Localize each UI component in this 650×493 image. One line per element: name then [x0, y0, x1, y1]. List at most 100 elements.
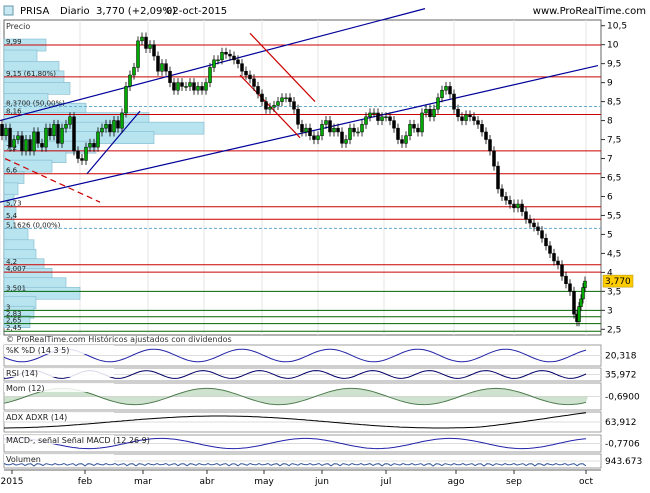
candle-body: [360, 124, 364, 133]
trendline: [249, 32, 316, 103]
candle-body: [128, 74, 132, 87]
trendline: [86, 110, 141, 175]
candle-body: [420, 112, 424, 133]
price-level-label: 9,99: [6, 38, 22, 46]
x-axis-label: sep: [506, 477, 522, 487]
candle-body: [92, 143, 96, 148]
candle-body: [152, 44, 156, 57]
price-panel: [3, 19, 602, 336]
candle-body: [204, 82, 208, 91]
candle-body: [240, 63, 244, 72]
candle-body: [252, 78, 256, 87]
price-level-label: 5,4: [6, 212, 18, 220]
symbol-icon: [3, 5, 14, 16]
price-level-label: 6,6: [6, 167, 18, 175]
candle-body: [376, 112, 380, 121]
candle-body: [260, 93, 264, 102]
x-axis-label: jun: [314, 477, 329, 487]
x-axis-label: jul: [380, 477, 392, 487]
candle-body: [428, 108, 432, 118]
indicator-value: -0,6900: [605, 393, 640, 403]
candle-body: [280, 97, 284, 102]
candle-body: [480, 124, 484, 133]
candle-body: [256, 86, 260, 95]
candle-body: [552, 253, 556, 262]
candle-body: [388, 116, 392, 121]
candle-body: [44, 127, 48, 148]
candle-body: [404, 135, 408, 144]
candle-body: [468, 114, 472, 118]
price-axis-label: 6: [607, 192, 613, 202]
volume-profile-bar: [3, 315, 31, 329]
last-price-label: 3,770: [605, 277, 631, 287]
indicator-label-bg: [4, 383, 114, 392]
candle-body: [228, 53, 232, 57]
indicator-label-bg: [4, 435, 114, 444]
price-axis-label: 6,5: [607, 174, 621, 184]
price-level-label: 3,501: [6, 284, 26, 292]
header-period: Diario: [60, 6, 90, 17]
candle-body: [444, 86, 448, 91]
candle-body: [16, 135, 20, 140]
x-axis-label: feb: [78, 477, 93, 487]
trendline: [4, 157, 101, 203]
candle-body: [28, 139, 32, 152]
candle-body: [136, 40, 140, 68]
candle-body: [48, 127, 52, 137]
candle-body: [544, 237, 548, 247]
candle-body: [364, 116, 368, 125]
price-axis-label: 7,5: [607, 136, 621, 146]
candle-body: [196, 86, 200, 91]
candle-body: [244, 70, 248, 76]
x-axis-label: oct: [579, 477, 593, 487]
candle-body: [124, 86, 128, 114]
indicator-value: 35,972: [605, 371, 637, 381]
candle-body: [116, 120, 120, 129]
candle-body: [440, 89, 444, 99]
candle-body: [184, 86, 188, 88]
indicator-line: [3, 348, 587, 363]
volume-profile-bar: [3, 49, 38, 63]
candle-body: [292, 101, 296, 110]
price-axis-label: 8,5: [607, 98, 621, 108]
candle-body: [524, 211, 528, 220]
candle-body: [172, 82, 176, 91]
candle-body: [76, 150, 80, 159]
indicator-line: [3, 462, 587, 467]
price-axis-label: 10: [607, 41, 619, 51]
price-axis-label: 4,5: [607, 249, 621, 259]
indicator-value: 943.673: [605, 457, 642, 467]
candle-body: [64, 124, 68, 129]
candle-body: [516, 203, 520, 209]
candle-body: [224, 52, 228, 55]
indicator-value: -0,7706: [605, 440, 640, 450]
candle-body: [164, 63, 168, 72]
price-panel-footer: © ProRealTime.com Históricos ajustados c…: [6, 334, 232, 344]
candle-body: [100, 127, 104, 133]
indicator-label-bg: [4, 368, 114, 377]
price-axis-label: 3: [607, 306, 613, 316]
candle-body: [176, 82, 180, 91]
candle-body: [508, 200, 512, 205]
candle-body: [316, 135, 320, 140]
candle-body: [348, 127, 352, 140]
candle-body: [320, 124, 324, 137]
indicator-label: Mom (12): [6, 384, 45, 393]
candle-body: [460, 116, 464, 121]
candle-body: [304, 127, 308, 133]
candle-body: [356, 131, 360, 134]
candle-body: [156, 55, 160, 72]
indicator-label: RSI (14): [6, 369, 38, 378]
candle-body: [36, 131, 40, 144]
candle-body: [452, 93, 456, 110]
candle-body: [581, 287, 585, 300]
header-symbol: PRISA: [20, 6, 49, 17]
x-axis-label: ago: [448, 477, 465, 487]
candle-body: [560, 264, 564, 277]
candle-body: [72, 116, 76, 152]
candle-body: [504, 196, 508, 201]
candle-body: [12, 139, 16, 148]
indicator-label: ADX ADXR (14): [6, 413, 67, 422]
candle-body: [308, 127, 312, 137]
